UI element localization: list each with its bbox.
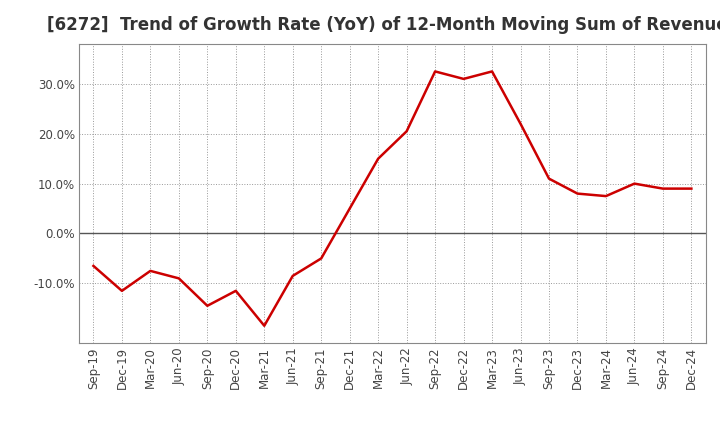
- Title: [6272]  Trend of Growth Rate (YoY) of 12-Month Moving Sum of Revenues: [6272] Trend of Growth Rate (YoY) of 12-…: [47, 16, 720, 34]
